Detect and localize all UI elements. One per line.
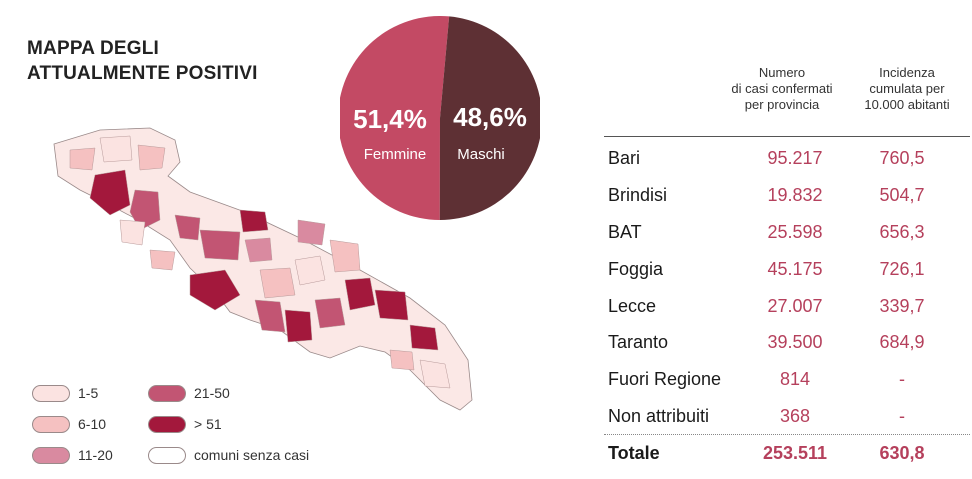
- row-name: BAT: [608, 222, 642, 242]
- header-incidence-line: cumulata per: [869, 81, 945, 96]
- header-cases: Numero di casi confermati per provincia: [712, 65, 852, 113]
- row-incidence: 726,1: [879, 259, 925, 279]
- total-cases: 253.511: [762, 443, 828, 463]
- legend-label: 21-50: [194, 385, 230, 401]
- header-incidence: Incidenza cumulata per 10.000 abitanti: [852, 65, 962, 113]
- row-incidence: 656,3: [879, 222, 925, 242]
- row-name: Taranto: [608, 332, 669, 352]
- pie-female-pct: 51,4%: [353, 104, 427, 134]
- pie-female-label: Femmine: [364, 146, 427, 163]
- row-incidence: 504,7: [879, 185, 925, 205]
- legend-label: 1-5: [78, 385, 99, 401]
- legend-label: > 51: [194, 416, 222, 432]
- table-top-rule: [604, 136, 970, 137]
- row-cases: 95.217: [767, 148, 823, 168]
- map-title-line-1: MAPPA DEGLI: [27, 38, 160, 59]
- row-cases: 39.500: [767, 332, 823, 352]
- legend-label: 11-20: [78, 447, 113, 463]
- gender-pie-chart: 51,4% Femmine 48,6% Maschi: [340, 16, 540, 220]
- puglia-choropleth-map: [53, 127, 473, 411]
- header-cases-line: per provincia: [744, 97, 820, 112]
- legend-swatch: [148, 416, 186, 433]
- total-label: Totale: [608, 443, 660, 463]
- row-incidence: 760,5: [879, 148, 925, 168]
- row-cases: 27.007: [767, 296, 823, 316]
- row-name: Non attribuiti: [608, 406, 710, 426]
- legend-swatch: [148, 385, 186, 402]
- header-cases-line: di casi confermati: [731, 81, 833, 96]
- legend-label: 6-10: [78, 416, 107, 432]
- table-total-rule: [604, 434, 970, 435]
- header-cases-line: Numero: [758, 65, 806, 80]
- row-name: Fuori Regione: [608, 369, 722, 389]
- legend-swatch: [32, 385, 70, 402]
- row-incidence: 684,9: [879, 332, 925, 352]
- pie-male-pct: 48,6%: [453, 102, 527, 132]
- row-name: Bari: [608, 148, 641, 168]
- pie-male-label: Maschi: [457, 146, 505, 163]
- header-incidence-line: Incidenza: [879, 65, 935, 80]
- legend-label: comuni senza casi: [194, 447, 310, 463]
- row-name: Lecce: [608, 296, 657, 316]
- pie-slice-male: [439, 16, 540, 220]
- total-incidence: 630,8: [879, 443, 925, 463]
- row-cases: 368: [779, 406, 811, 426]
- row-incidence: 339,7: [879, 296, 925, 316]
- row-name: Foggia: [608, 259, 664, 279]
- row-incidence: -: [899, 369, 905, 389]
- legend-swatch: [32, 416, 70, 433]
- legend-swatch: [32, 447, 70, 464]
- row-incidence: -: [899, 406, 905, 426]
- row-name: Brindisi: [608, 185, 668, 205]
- row-cases: 19.832: [767, 185, 823, 205]
- pie-slice-female: [340, 16, 450, 220]
- row-cases: 25.598: [767, 222, 823, 242]
- row-cases: 45.175: [767, 259, 823, 279]
- map-title-line-2: ATTUALMENTE POSITIVI: [27, 63, 258, 84]
- map-title: MAPPA DEGLI ATTUALMENTE POSITIVI: [27, 36, 258, 86]
- row-cases: 814: [779, 369, 811, 389]
- header-incidence-line: 10.000 abitanti: [864, 97, 950, 112]
- legend-swatch: [148, 447, 186, 464]
